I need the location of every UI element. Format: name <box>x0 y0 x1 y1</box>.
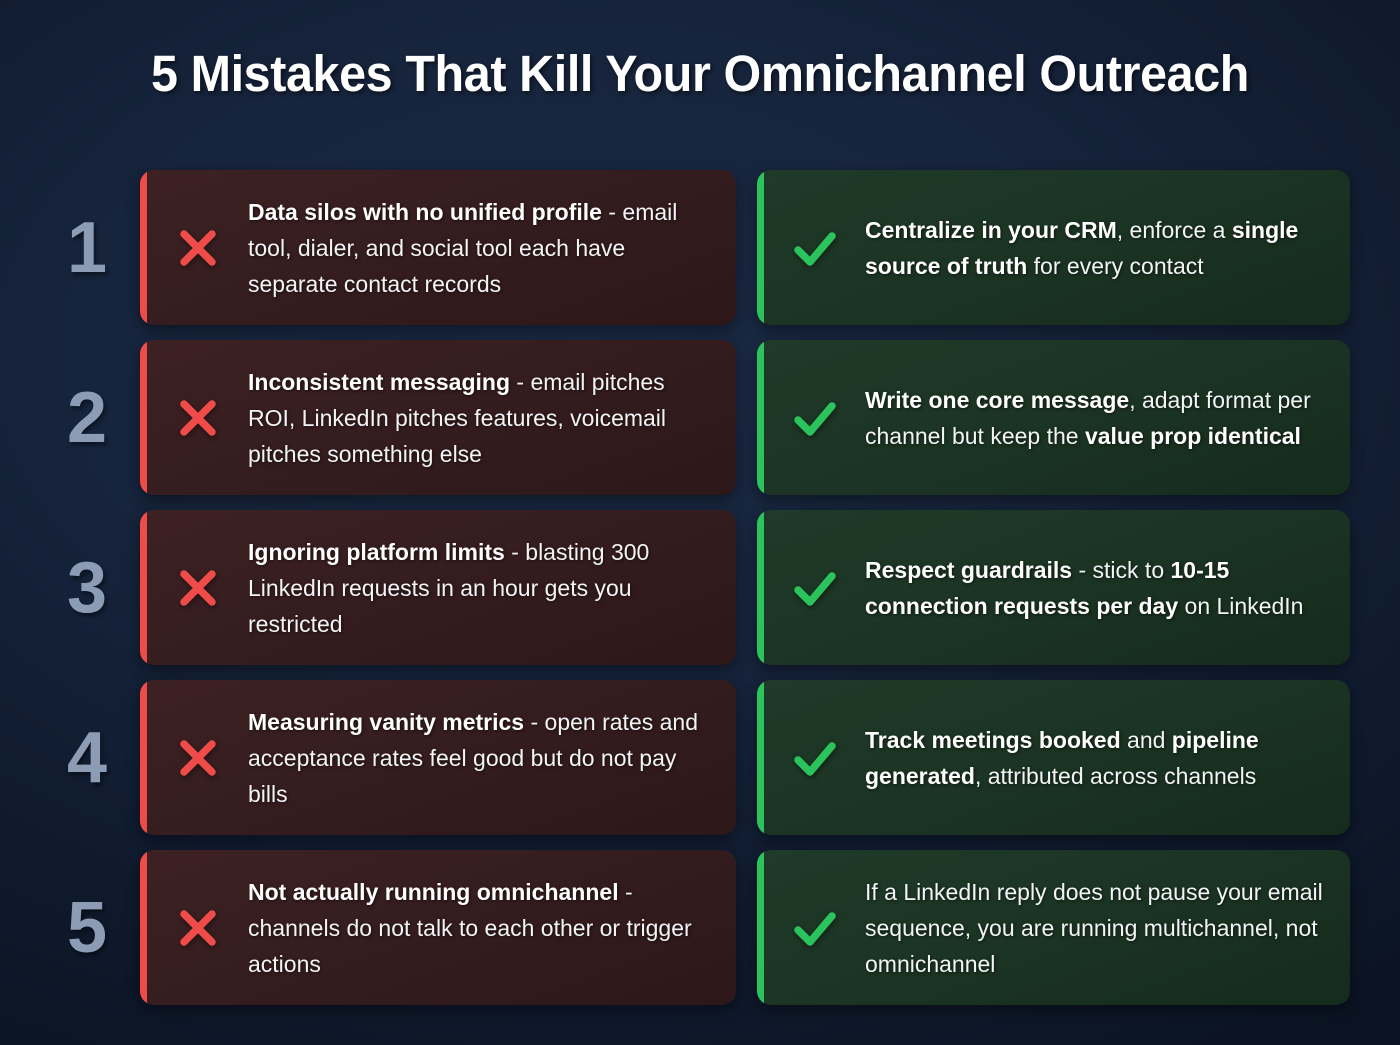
check-icon <box>757 562 865 614</box>
mistake-row: 4 Measuring vanity metrics - open rates a… <box>0 680 1400 835</box>
mistakes-list: 1 Data silos with no unified profile - em… <box>0 170 1400 1005</box>
row-number: 5 <box>66 887 108 968</box>
fix-text: If a LinkedIn reply does not pause your … <box>865 878 1323 977</box>
fix-card[interactable]: Respect guardrails - stick to 10-15 conn… <box>757 510 1350 665</box>
mistake-text: Ignoring platform limits - blasting 300 … <box>248 538 650 637</box>
mistake-row: 1 Data silos with no unified profile - em… <box>0 170 1400 325</box>
accent-bar-green <box>757 340 764 495</box>
accent-bar-red <box>140 850 147 1005</box>
check-icon <box>757 392 865 444</box>
fix-text: Respect guardrails - stick to 10-15 conn… <box>865 556 1304 619</box>
mistake-card[interactable]: Ignoring platform limits - blasting 300 … <box>140 510 736 665</box>
mistake-row: 5 Not actually running omnichannel - chan… <box>0 850 1400 1005</box>
check-icon <box>757 732 865 784</box>
fix-text: Centralize in your CRM, enforce a single… <box>865 216 1299 279</box>
accent-bar-green <box>757 680 764 835</box>
fix-card[interactable]: Write one core message, adapt format per… <box>757 340 1350 495</box>
cross-icon <box>140 904 248 952</box>
check-icon <box>757 902 865 954</box>
mistake-card[interactable]: Not actually running omnichannel - chann… <box>140 850 736 1005</box>
accent-bar-red <box>140 170 147 325</box>
mistake-card[interactable]: Data silos with no unified profile - ema… <box>140 170 736 325</box>
row-number: 4 <box>66 717 108 798</box>
accent-bar-green <box>757 170 764 325</box>
cross-icon <box>140 224 248 272</box>
accent-bar-green <box>757 850 764 1005</box>
fix-card[interactable]: Centralize in your CRM, enforce a single… <box>757 170 1350 325</box>
mistake-text: Inconsistent messaging - email pitches R… <box>248 368 667 467</box>
fix-text: Write one core message, adapt format per… <box>865 386 1311 449</box>
check-icon <box>757 222 865 274</box>
accent-bar-green <box>757 510 764 665</box>
fix-card[interactable]: If a LinkedIn reply does not pause your … <box>757 850 1350 1005</box>
row-number: 2 <box>66 377 108 458</box>
accent-bar-red <box>140 510 147 665</box>
mistake-row: 2 Inconsistent messaging - email pitches … <box>0 340 1400 495</box>
accent-bar-red <box>140 680 147 835</box>
mistake-row: 3 Ignoring platform limits - blasting 300… <box>0 510 1400 665</box>
cross-icon <box>140 734 248 782</box>
mistake-text: Not actually running omnichannel - chann… <box>248 878 692 977</box>
mistake-card[interactable]: Measuring vanity metrics - open rates an… <box>140 680 736 835</box>
mistake-card[interactable]: Inconsistent messaging - email pitches R… <box>140 340 736 495</box>
accent-bar-red <box>140 340 147 495</box>
fix-text: Track meetings booked and pipeline gener… <box>865 726 1259 789</box>
mistake-text: Measuring vanity metrics - open rates an… <box>248 708 699 807</box>
row-number: 3 <box>66 547 108 628</box>
mistake-text: Data silos with no unified profile - ema… <box>248 198 678 297</box>
page-title: 5 Mistakes That Kill Your Omnichannel Ou… <box>150 45 1250 102</box>
row-number: 1 <box>66 207 108 288</box>
fix-card[interactable]: Track meetings booked and pipeline gener… <box>757 680 1350 835</box>
cross-icon <box>140 394 248 442</box>
cross-icon <box>140 564 248 612</box>
